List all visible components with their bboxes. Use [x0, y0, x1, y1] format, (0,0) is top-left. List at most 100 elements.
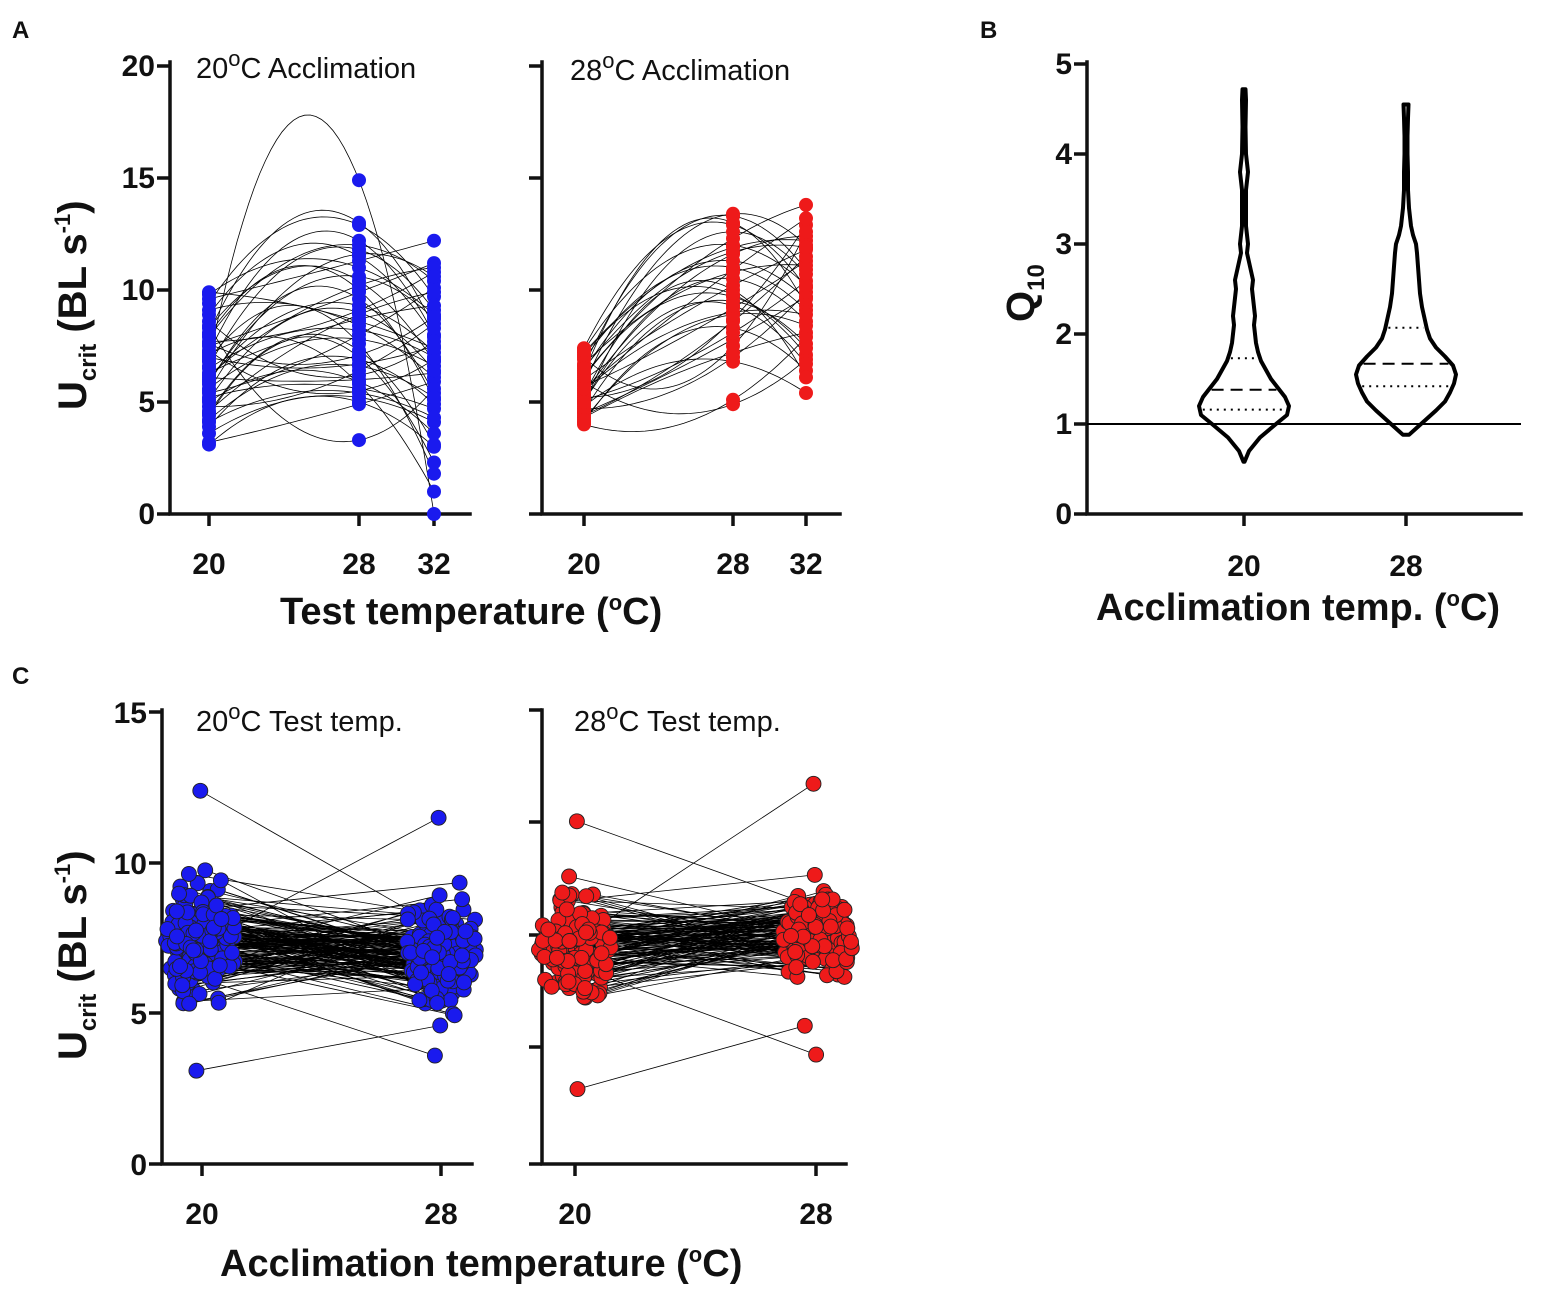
a-left-trajectory [208, 246, 435, 367]
a-left-trajectory [208, 336, 435, 492]
c-left-point [440, 966, 457, 983]
c-right-point [568, 813, 585, 830]
c-right-title: 28oC Test temp. [574, 699, 781, 738]
panel-b-tag: B [980, 17, 997, 44]
a-right-point [577, 412, 591, 427]
a-left-point [427, 484, 441, 499]
c-left-trajectory [183, 918, 430, 992]
a-left-point [202, 368, 216, 383]
a-left-point [427, 426, 441, 441]
c-left-point [411, 992, 428, 1009]
c-right-point [548, 949, 565, 966]
c-left-point [180, 866, 197, 882]
a-left-point [427, 352, 441, 367]
a-right-point [726, 350, 740, 365]
a-left-point [202, 336, 216, 351]
b-ytick-5: 5 [1055, 48, 1072, 81]
a-left-point [427, 507, 441, 521]
a-left-point [427, 390, 441, 405]
a-left-trajectory [208, 301, 435, 380]
c-right-trajectory [597, 934, 799, 961]
c-left-points [158, 782, 484, 1079]
a-right-trajectory [583, 309, 807, 392]
c-left-point [197, 862, 214, 879]
a-left-trajectory [208, 216, 435, 304]
a-left-point [352, 395, 366, 409]
c-left-trajectory [196, 1025, 441, 1072]
a-left-point [427, 341, 441, 356]
a-left-point [352, 336, 366, 351]
c-right-point [540, 921, 557, 938]
c-right-point [554, 884, 571, 901]
a-left-trajectory [208, 240, 435, 300]
a-xlabel: Test temperature (oC) [280, 590, 662, 633]
a-right-trajectory [583, 244, 807, 351]
a-right-trajectory [583, 286, 807, 356]
a-right-trajectory [583, 313, 807, 421]
a-left-trajectory [208, 333, 435, 445]
c-right-point [807, 918, 824, 935]
c-left-point [188, 922, 204, 939]
c-left-point [424, 949, 441, 966]
a-left-xtick-20: 20 [192, 548, 225, 581]
c-right-point [808, 1046, 825, 1063]
c-left-point [454, 891, 471, 908]
c-ytick-0: 0 [130, 1149, 147, 1182]
a-left-trajectory [208, 291, 435, 412]
a-left-point [427, 285, 441, 300]
a-right-trajectory [583, 231, 807, 405]
a-left-trajectory [209, 323, 435, 407]
a-right-xtick-20: 20 [567, 548, 600, 581]
c-right-point [783, 928, 799, 944]
a-right-trajectory [583, 265, 807, 360]
c-right-point [593, 945, 610, 962]
a-left-trajectory [208, 316, 435, 365]
c-left-trajectory [220, 923, 420, 959]
c-left-point [213, 911, 230, 927]
b-ytick-0: 0 [1055, 498, 1072, 531]
a-right-trajectory [583, 256, 807, 416]
c-right-point [558, 901, 575, 918]
a-right-trajectory [583, 213, 807, 385]
b-xlabel: Acclimation temp. (oC) [1096, 586, 1500, 629]
a-right-point [799, 341, 813, 356]
c-right-point [787, 944, 804, 960]
a-left-point [352, 247, 366, 262]
a-left-trajectory [208, 242, 435, 338]
b-xtick-20: 20 [1227, 550, 1260, 583]
a-right-trajectory [583, 291, 807, 410]
a-left-point [202, 383, 216, 398]
a-right-trajectory [583, 249, 807, 380]
c-right-point [578, 888, 595, 905]
c-left-trajectory [189, 947, 434, 1005]
a-left-point [202, 437, 216, 452]
a-left-point [352, 173, 366, 188]
a-left-trajectory [208, 253, 435, 392]
c-ytick-5: 5 [130, 998, 147, 1031]
a-left-point [352, 377, 366, 392]
c-left-point [457, 923, 474, 940]
a-right-point [799, 386, 813, 400]
a-left-trajectory [208, 307, 435, 401]
c-left-point [413, 964, 429, 981]
a-right-trajectory [583, 231, 807, 390]
a-left-trajectory [208, 230, 435, 353]
a-right-point [577, 343, 591, 358]
a-right-trajectory [583, 280, 807, 401]
c-left-trajectory [219, 950, 424, 966]
a-left-trajectory [208, 267, 435, 376]
a-left-point [202, 325, 216, 340]
a-right-point [726, 224, 740, 239]
a-right-point [799, 224, 813, 239]
a-right-xtick-28: 28 [716, 548, 749, 581]
a-left-point [427, 455, 441, 470]
a-left-trajectory [208, 244, 435, 338]
a-left-point [352, 359, 366, 374]
a-right-trajectory [583, 244, 807, 369]
a-right-point [799, 307, 813, 322]
panel-b-axes [1085, 60, 1523, 516]
a-left-trajectory [208, 395, 435, 448]
c-left-point [169, 928, 185, 945]
a-left-trajectories [208, 114, 435, 515]
c-right-xtick-28: 28 [799, 1198, 832, 1231]
